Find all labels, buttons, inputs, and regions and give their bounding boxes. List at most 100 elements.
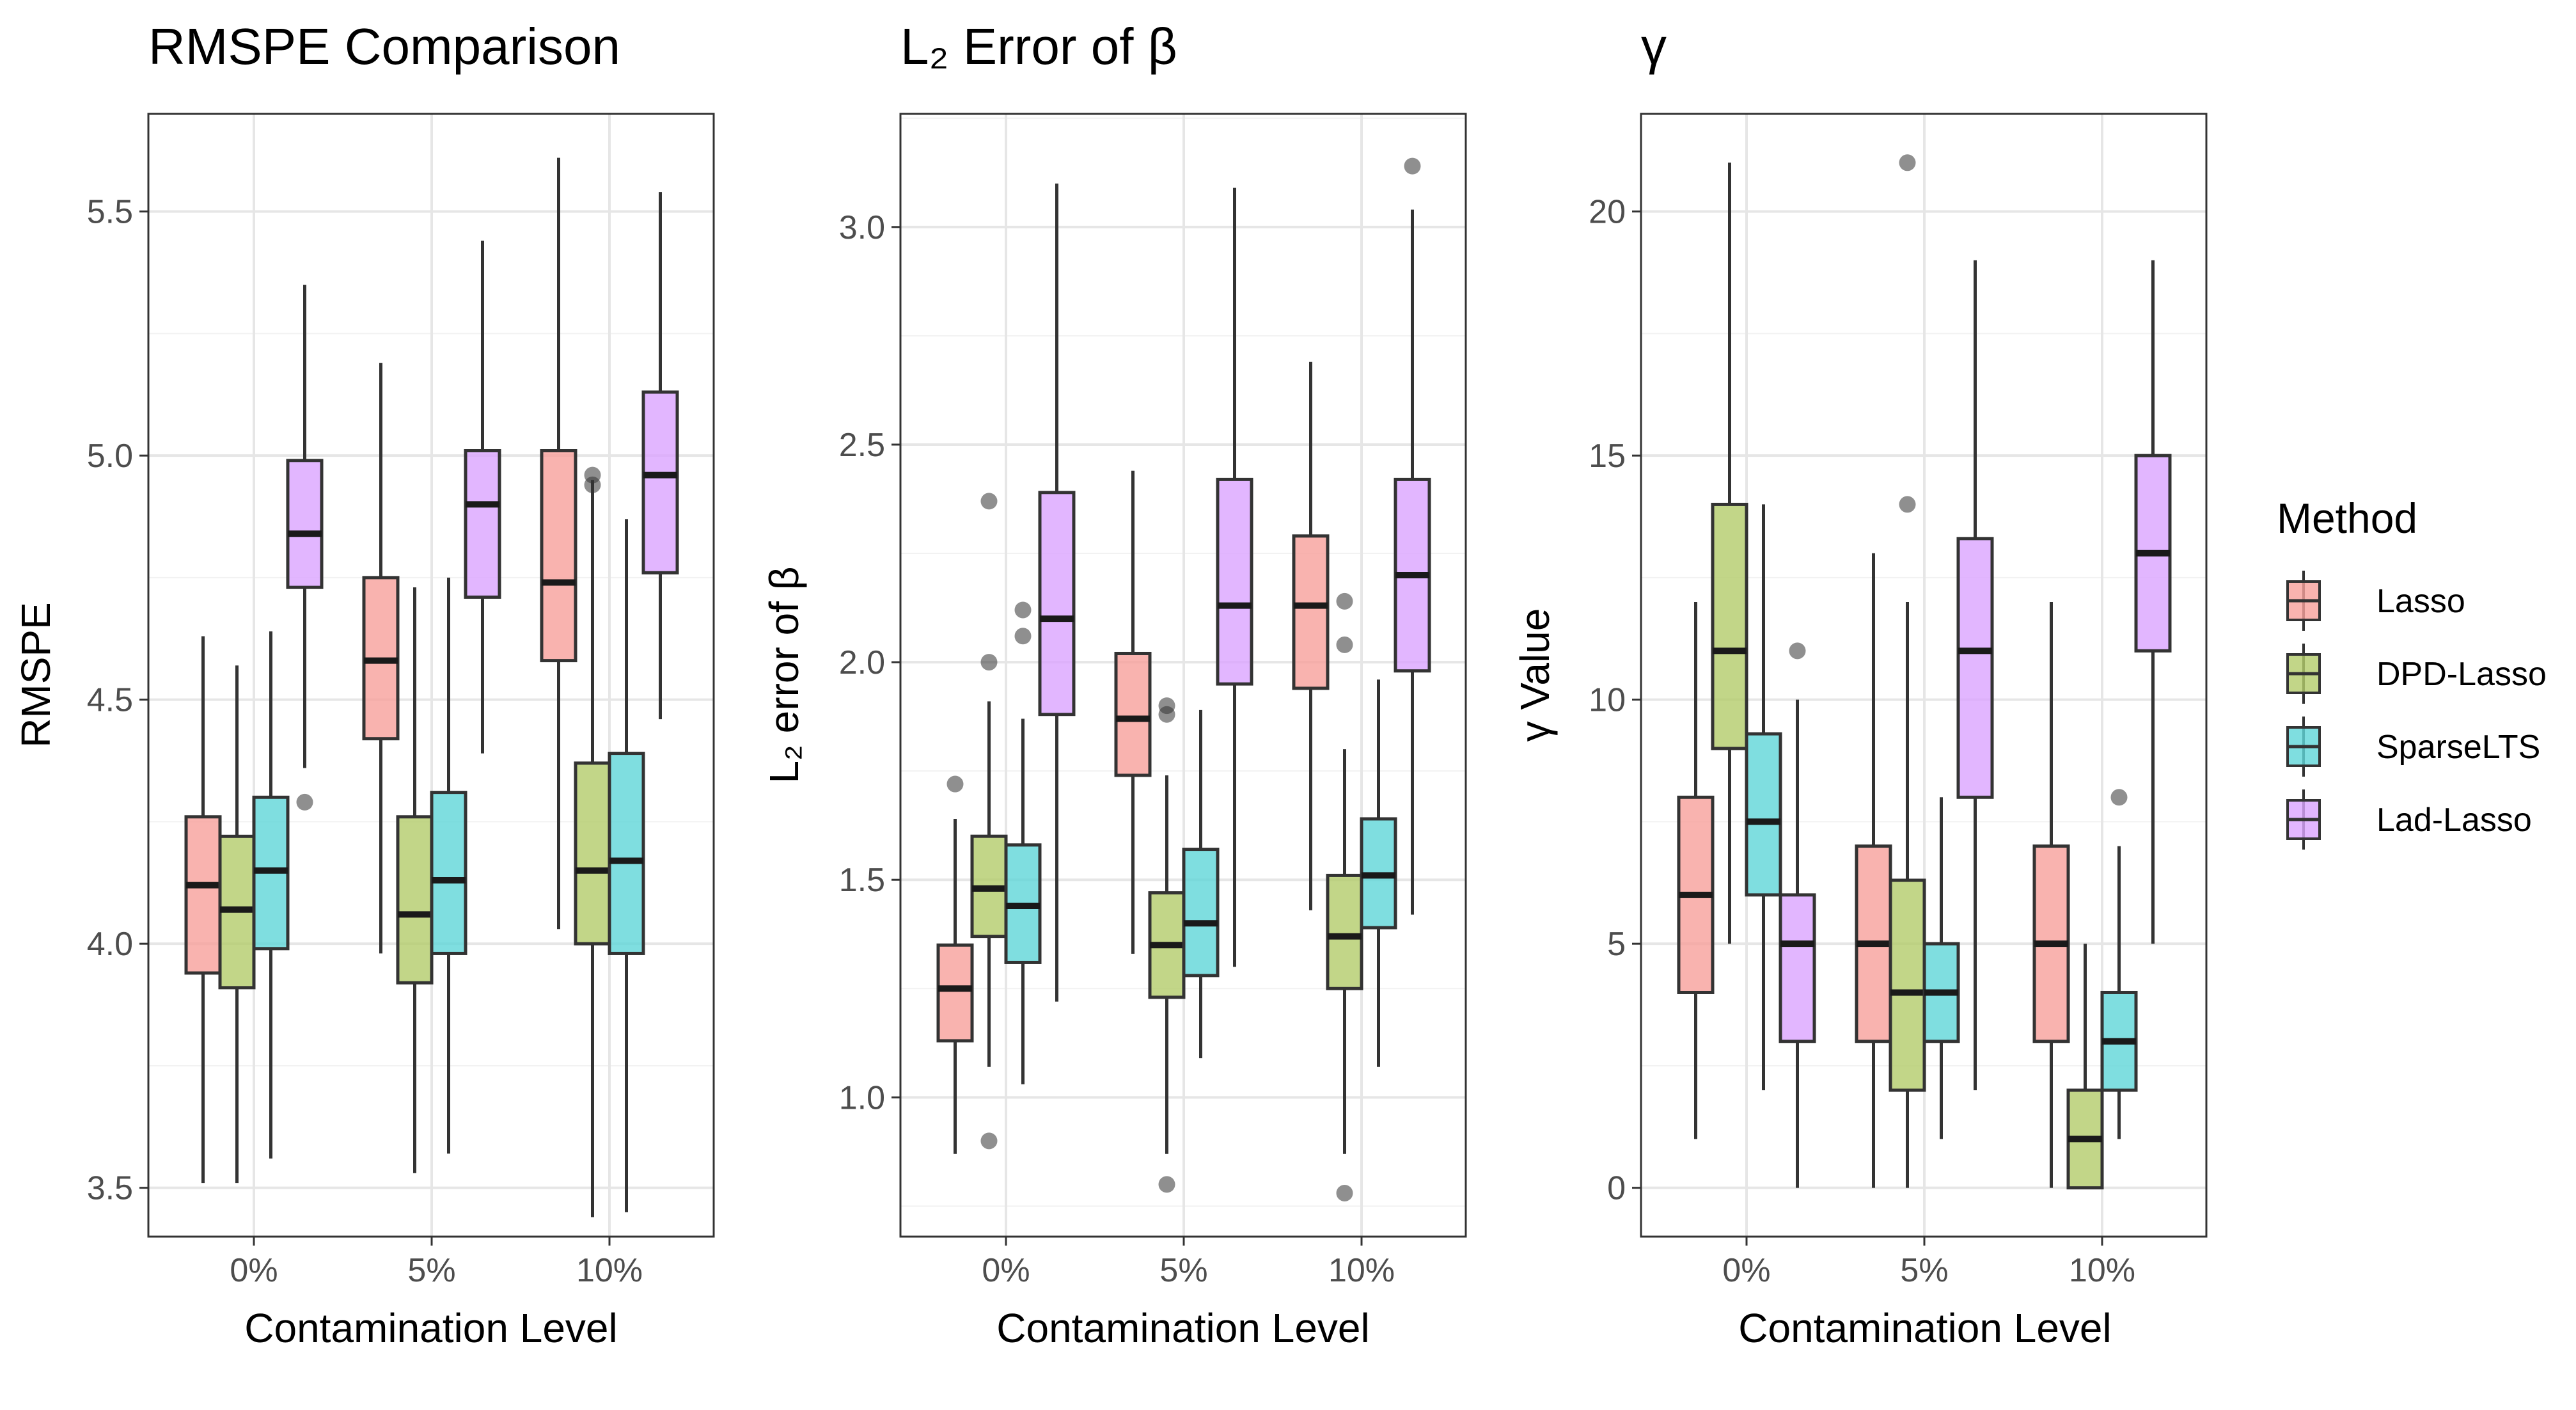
y-ticks-rmspe: 3.5 4.0 4.5 5.0 5.5 bbox=[87, 194, 148, 1207]
outlier-point bbox=[584, 466, 601, 484]
box-lad-lasso-10 bbox=[1394, 157, 1431, 915]
panel-gamma: γ γ Value Contamination Level 0 5 10 15 20 0… bbox=[1512, 18, 2208, 1351]
x-axis-label-gamma: Contamination Level bbox=[1738, 1305, 2111, 1351]
box-sparselts-0 bbox=[252, 631, 290, 1159]
box-lad-lasso-5 bbox=[1956, 260, 1994, 1091]
box-sparselts-10 bbox=[608, 519, 645, 1212]
y-tick-label: 4.0 bbox=[87, 926, 133, 963]
box-body bbox=[184, 815, 222, 975]
y-tick-label: 1.5 bbox=[839, 862, 885, 899]
boxes-gamma bbox=[1677, 154, 2172, 1190]
legend-label-dpd-lasso: DPD-Lasso bbox=[2376, 656, 2547, 693]
y-tick-label: 10 bbox=[1589, 682, 1626, 719]
panel-title-rmspe: RMSPE Comparison bbox=[148, 18, 620, 75]
box-sparselts-0 bbox=[1745, 504, 1782, 1091]
box-body bbox=[1038, 491, 1076, 717]
box-dpd-lasso-5 bbox=[1889, 154, 1926, 1188]
y-tick-label: 5 bbox=[1607, 926, 1626, 963]
x-ticks-rmspe: 0% 5% 10% bbox=[230, 1237, 643, 1289]
outlier-point bbox=[1789, 642, 1806, 660]
box-body bbox=[574, 761, 611, 946]
y-tick-label: 1.0 bbox=[839, 1079, 885, 1116]
legend-label-sparselts: SparseLTS bbox=[2376, 729, 2540, 766]
box-sparselts-10 bbox=[1360, 679, 1397, 1067]
outlier-point bbox=[1158, 697, 1175, 715]
outlier-point bbox=[1336, 636, 1353, 653]
outlier-point bbox=[1899, 154, 1916, 171]
box-lasso-10 bbox=[2032, 602, 2070, 1188]
box-sparselts-5 bbox=[1922, 797, 1960, 1139]
box-body bbox=[936, 943, 974, 1043]
outlier-point bbox=[1014, 628, 1032, 645]
box-lad-lasso-0 bbox=[1038, 183, 1076, 1002]
box-lad-lasso-0 bbox=[286, 285, 324, 811]
x-axis-label-l2-error: Contamination Level bbox=[996, 1305, 1369, 1351]
box-body bbox=[1779, 893, 1816, 1043]
x-ticks-l2-error: 0% 5% 10% bbox=[982, 1237, 1395, 1289]
panel-l2-error: L₂ Error of β L₂ error of β Contaminatio… bbox=[761, 18, 1467, 1351]
x-tick-label: 5% bbox=[407, 1252, 455, 1289]
box-dpd-lasso-0 bbox=[218, 665, 256, 1184]
box-body bbox=[1745, 732, 1782, 897]
box-sparselts-5 bbox=[1182, 709, 1220, 1059]
y-tick-label: 3.5 bbox=[87, 1170, 133, 1207]
outlier-point bbox=[980, 654, 998, 671]
box-body bbox=[1889, 878, 1926, 1092]
legend-title: Method bbox=[2277, 495, 2417, 542]
box-lasso-10 bbox=[540, 157, 577, 930]
box-lad-lasso-0 bbox=[1779, 642, 1816, 1188]
x-ticks-gamma: 0% 5% 10% bbox=[1722, 1237, 2135, 1289]
y-ticks-gamma: 0 5 10 15 20 bbox=[1589, 194, 1641, 1207]
legend-label-lasso: Lasso bbox=[2376, 583, 2465, 620]
box-body bbox=[1326, 873, 1363, 990]
y-tick-label: 0 bbox=[1607, 1170, 1626, 1207]
box-lad-lasso-5 bbox=[464, 241, 501, 754]
box-body bbox=[1216, 477, 1253, 686]
box-body bbox=[286, 459, 324, 589]
y-tick-label: 2.5 bbox=[839, 427, 885, 464]
y-tick-label: 15 bbox=[1589, 438, 1626, 475]
box-body bbox=[1182, 848, 1220, 978]
outlier-point bbox=[980, 1132, 998, 1150]
box-lasso-0 bbox=[184, 636, 222, 1184]
outlier-point bbox=[296, 793, 313, 811]
box-body bbox=[430, 791, 467, 955]
box-body bbox=[540, 449, 577, 663]
y-ticks-l2-error: 1.0 1.5 2.0 2.5 3.0 bbox=[839, 209, 900, 1116]
boxes-rmspe bbox=[184, 157, 679, 1217]
outlier-point bbox=[1404, 157, 1421, 175]
box-body bbox=[464, 449, 501, 599]
box-lasso-5 bbox=[1855, 553, 1892, 1188]
box-dpd-lasso-10 bbox=[574, 466, 611, 1217]
x-tick-label: 0% bbox=[982, 1252, 1030, 1289]
box-body bbox=[1956, 537, 1994, 799]
y-tick-label: 5.0 bbox=[87, 438, 133, 475]
outlier-point bbox=[1158, 1176, 1175, 1193]
outlier-point bbox=[2110, 789, 2128, 806]
box-dpd-lasso-0 bbox=[1711, 162, 1748, 944]
box-dpd-lasso-10 bbox=[2066, 944, 2104, 1190]
box-body bbox=[641, 390, 679, 574]
box-lasso-5 bbox=[362, 363, 400, 954]
y-tick-label: 3.0 bbox=[839, 209, 885, 246]
box-lasso-10 bbox=[1292, 361, 1330, 910]
legend-item-dpd-lasso: DPD-Lasso bbox=[2286, 644, 2547, 704]
legend-item-lad-lasso: Lad-Lasso bbox=[2286, 789, 2532, 850]
box-lad-lasso-10 bbox=[2134, 260, 2172, 944]
box-sparselts-10 bbox=[2100, 789, 2138, 1139]
y-tick-label: 2.0 bbox=[839, 644, 885, 681]
x-tick-label: 10% bbox=[2069, 1252, 2135, 1289]
boxes-l2-error bbox=[936, 157, 1431, 1201]
y-tick-label: 5.5 bbox=[87, 194, 133, 231]
box-sparselts-0 bbox=[1004, 601, 1042, 1084]
x-tick-label: 10% bbox=[1328, 1252, 1395, 1289]
x-tick-label: 10% bbox=[576, 1252, 643, 1289]
legend-item-lasso: Lasso bbox=[2286, 571, 2465, 631]
x-tick-label: 0% bbox=[230, 1252, 278, 1289]
box-dpd-lasso-5 bbox=[396, 587, 434, 1173]
legend: Method Lasso DPD-Lasso SparseLTS Lad-Las… bbox=[2277, 495, 2547, 850]
grid-l2-error bbox=[900, 114, 1466, 1237]
outlier-point bbox=[1336, 1184, 1353, 1201]
